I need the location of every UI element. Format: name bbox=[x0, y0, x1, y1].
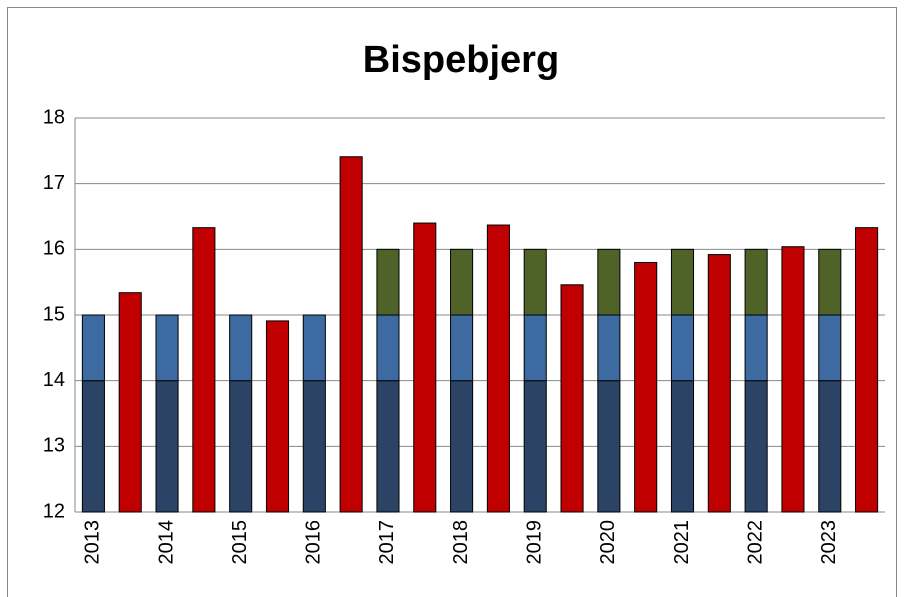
bar bbox=[155, 380, 179, 513]
bar bbox=[560, 284, 584, 513]
bar bbox=[707, 254, 731, 513]
x-tick-label: 2019 bbox=[524, 520, 546, 565]
x-tick-label: 2015 bbox=[229, 520, 251, 565]
bar bbox=[81, 314, 105, 382]
bar bbox=[818, 248, 842, 316]
bar bbox=[670, 380, 695, 513]
bar bbox=[413, 222, 437, 513]
x-tick-label: 2020 bbox=[597, 520, 619, 565]
bar bbox=[192, 227, 216, 513]
bar bbox=[523, 380, 547, 513]
y-tick-label: 16 bbox=[43, 238, 65, 260]
x-tick-label: 2014 bbox=[155, 520, 177, 565]
y-tick-label: 17 bbox=[43, 172, 65, 194]
bar bbox=[376, 248, 400, 316]
bar bbox=[229, 380, 253, 513]
y-tick-label: 13 bbox=[43, 435, 65, 457]
bar bbox=[523, 314, 547, 382]
bar bbox=[523, 248, 547, 316]
bar bbox=[376, 380, 400, 513]
bar bbox=[744, 314, 768, 382]
bar bbox=[781, 246, 805, 513]
bar bbox=[302, 380, 326, 513]
bar bbox=[634, 261, 658, 513]
bar bbox=[81, 380, 105, 513]
chart-title: Bispebjerg bbox=[363, 39, 559, 81]
bar bbox=[744, 380, 768, 513]
bar bbox=[744, 248, 768, 316]
bar bbox=[229, 314, 253, 382]
bar bbox=[597, 248, 621, 316]
x-tick-label: 2017 bbox=[376, 520, 398, 565]
bar bbox=[855, 227, 879, 513]
x-tick-label: 2021 bbox=[671, 520, 693, 565]
bar bbox=[118, 292, 142, 513]
bar bbox=[670, 314, 695, 382]
bar bbox=[302, 314, 326, 382]
bar bbox=[450, 380, 474, 513]
y-tick-label: 15 bbox=[43, 303, 65, 325]
bar bbox=[376, 314, 400, 382]
bar bbox=[670, 248, 695, 316]
bar bbox=[597, 314, 621, 382]
x-tick-label: 2016 bbox=[303, 520, 325, 565]
bar bbox=[486, 224, 510, 513]
bar bbox=[597, 380, 621, 513]
x-tick-label: 2018 bbox=[450, 520, 472, 565]
bar bbox=[818, 314, 842, 382]
x-tick-label: 2013 bbox=[82, 520, 104, 565]
y-tick-label: 12 bbox=[43, 500, 65, 522]
x-tick-label: 2022 bbox=[744, 520, 766, 565]
bar bbox=[155, 314, 179, 382]
y-tick-label: 14 bbox=[43, 369, 65, 391]
y-tick-label: 18 bbox=[43, 106, 65, 128]
bar bbox=[265, 320, 290, 513]
bar bbox=[339, 156, 363, 513]
bar bbox=[450, 314, 474, 382]
x-tick-label: 2023 bbox=[818, 520, 840, 565]
bar bbox=[450, 248, 474, 316]
bar bbox=[818, 380, 842, 513]
